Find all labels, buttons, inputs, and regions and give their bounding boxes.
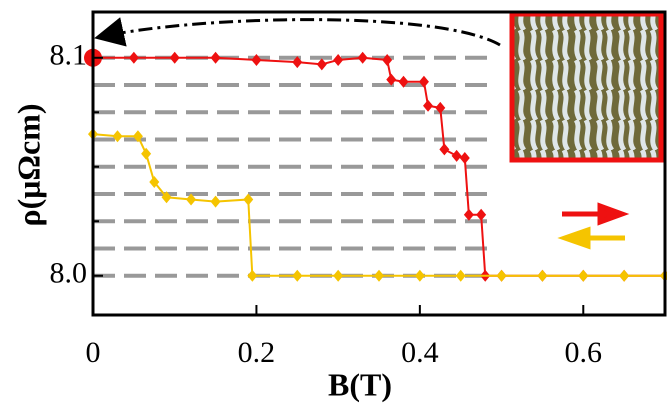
- data-point: [128, 51, 139, 64]
- data-point: [476, 208, 487, 221]
- data-point: [455, 269, 466, 282]
- y-tick-label: 8.1: [50, 39, 88, 72]
- data-point: [333, 269, 344, 282]
- data-point: [292, 56, 303, 69]
- y-tick-label: 8.0: [50, 257, 88, 290]
- data-point: [374, 269, 384, 282]
- data-point: [382, 53, 393, 66]
- data-point: [439, 143, 450, 156]
- data-point: [386, 73, 397, 86]
- y-axis-title: ρ(μΩcm): [10, 103, 46, 226]
- annotation-arrow: [94, 17, 501, 47]
- x-tick-label: 0.6: [565, 336, 603, 369]
- down-sweep-arrow: [557, 226, 625, 250]
- data-point: [619, 269, 630, 282]
- data-point: [132, 130, 143, 143]
- x-tick-label: 0: [86, 336, 101, 369]
- data-point: [451, 149, 462, 162]
- data-point: [333, 53, 344, 66]
- data-point: [418, 75, 429, 88]
- data-point: [398, 75, 409, 88]
- data-point: [243, 193, 254, 206]
- data-point: [247, 269, 258, 282]
- data-point: [414, 269, 425, 282]
- inset-image: [509, 11, 664, 163]
- data-point: [463, 208, 474, 221]
- data-point: [316, 58, 327, 71]
- data-point: [578, 269, 589, 282]
- data-point: [423, 99, 434, 112]
- data-point: [186, 193, 197, 206]
- data-point: [161, 191, 172, 204]
- data-point: [210, 195, 221, 208]
- plot-frame: [91, 10, 667, 317]
- data-point: [496, 269, 507, 282]
- series-line: [92, 133, 665, 277]
- data-point: [112, 130, 123, 143]
- data-point: [292, 269, 303, 282]
- data-point: [435, 101, 446, 114]
- x-tick-label: 0.2: [238, 336, 276, 369]
- data-point: [210, 51, 221, 64]
- data-point: [141, 147, 152, 160]
- x-tick-label: 0.4: [401, 336, 439, 369]
- data-point: [357, 51, 368, 64]
- data-point: [459, 152, 470, 165]
- x-axis-title: B(T): [328, 366, 392, 402]
- up-sweep-arrow: [562, 202, 630, 226]
- data-point: [251, 53, 262, 66]
- data-point: [537, 269, 548, 282]
- data-point: [149, 176, 160, 189]
- data-point: [169, 51, 180, 64]
